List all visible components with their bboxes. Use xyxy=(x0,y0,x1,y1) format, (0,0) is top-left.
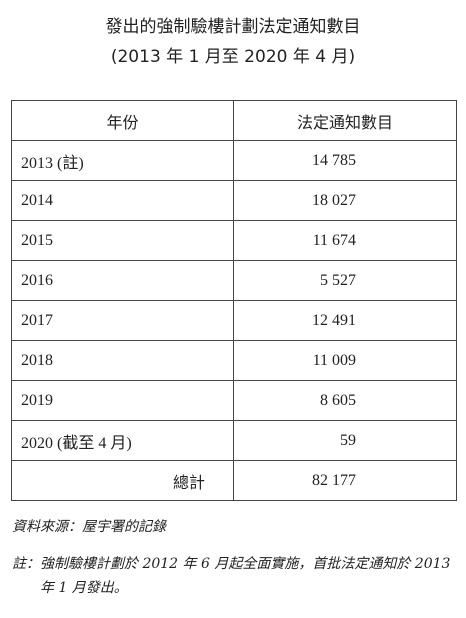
count-cell: 59 xyxy=(233,420,457,461)
table-row: 2016 5 527 xyxy=(11,260,457,301)
header-row: 年份 法定通知數目 xyxy=(11,100,457,141)
table-row: 2020 (截至 4 月) 59 xyxy=(11,420,457,461)
table-row: 2019 8 605 xyxy=(11,380,457,421)
table-body: 2013 (註) 14 785 2014 18 027 2015 11 674 2016 5 … xyxy=(11,140,457,501)
year-cell: 2020 (截至 4 月) xyxy=(11,420,234,461)
count-cell: 5 527 xyxy=(233,260,457,301)
note: 註：強制驗樓計劃於 2012 年 6 月起全面實施，首批法定通知於 2013 年… xyxy=(12,552,452,600)
year-cell: 2017 xyxy=(11,300,234,341)
table-row: 2018 11 009 xyxy=(11,340,457,381)
count-cell: 14 785 xyxy=(233,140,457,181)
count-cell: 8 605 xyxy=(233,380,457,421)
source: 資料來源：屋宇署的記錄 xyxy=(12,519,166,535)
total-label: 總計 xyxy=(11,460,234,501)
note-text: 強制驗樓計劃於 2012 年 6 月起全面實施，首批法定通知於 2013 年 1… xyxy=(40,556,451,596)
table-row: 2013 (註) 14 785 xyxy=(11,140,457,181)
total-value: 82 177 xyxy=(233,460,457,501)
table: 年份 法定通知數目 2013 (註) 14 785 2014 18 027 2015 11… xyxy=(11,100,457,501)
total-row: 總計 82 177 xyxy=(11,460,457,501)
year-cell: 2016 xyxy=(11,260,234,301)
year-cell: 2019 xyxy=(11,380,234,421)
table-row: 2015 11 674 xyxy=(11,220,457,261)
year-cell: 2015 xyxy=(11,220,234,261)
column-header: 年份 xyxy=(11,100,234,141)
count-cell: 11 674 xyxy=(233,220,457,261)
note-label: 註： xyxy=(12,556,40,572)
count-cell: 12 491 xyxy=(233,300,457,341)
year-cell: 2018 xyxy=(11,340,234,381)
title: 發出的強制驗樓計劃法定通知數目 xyxy=(105,17,361,37)
year-cell: 2014 xyxy=(11,180,234,221)
count-cell: 11 009 xyxy=(233,340,457,381)
table-row: 2017 12 491 xyxy=(11,300,457,341)
table-row: 2014 18 027 xyxy=(11,180,457,221)
subtitle: (2013 年 1 月至 2020 年 4 月) xyxy=(110,47,356,67)
column-header: 法定通知數目 xyxy=(233,100,457,141)
year-cell: 2013 (註) xyxy=(11,140,234,181)
count-cell: 18 027 xyxy=(233,180,457,221)
